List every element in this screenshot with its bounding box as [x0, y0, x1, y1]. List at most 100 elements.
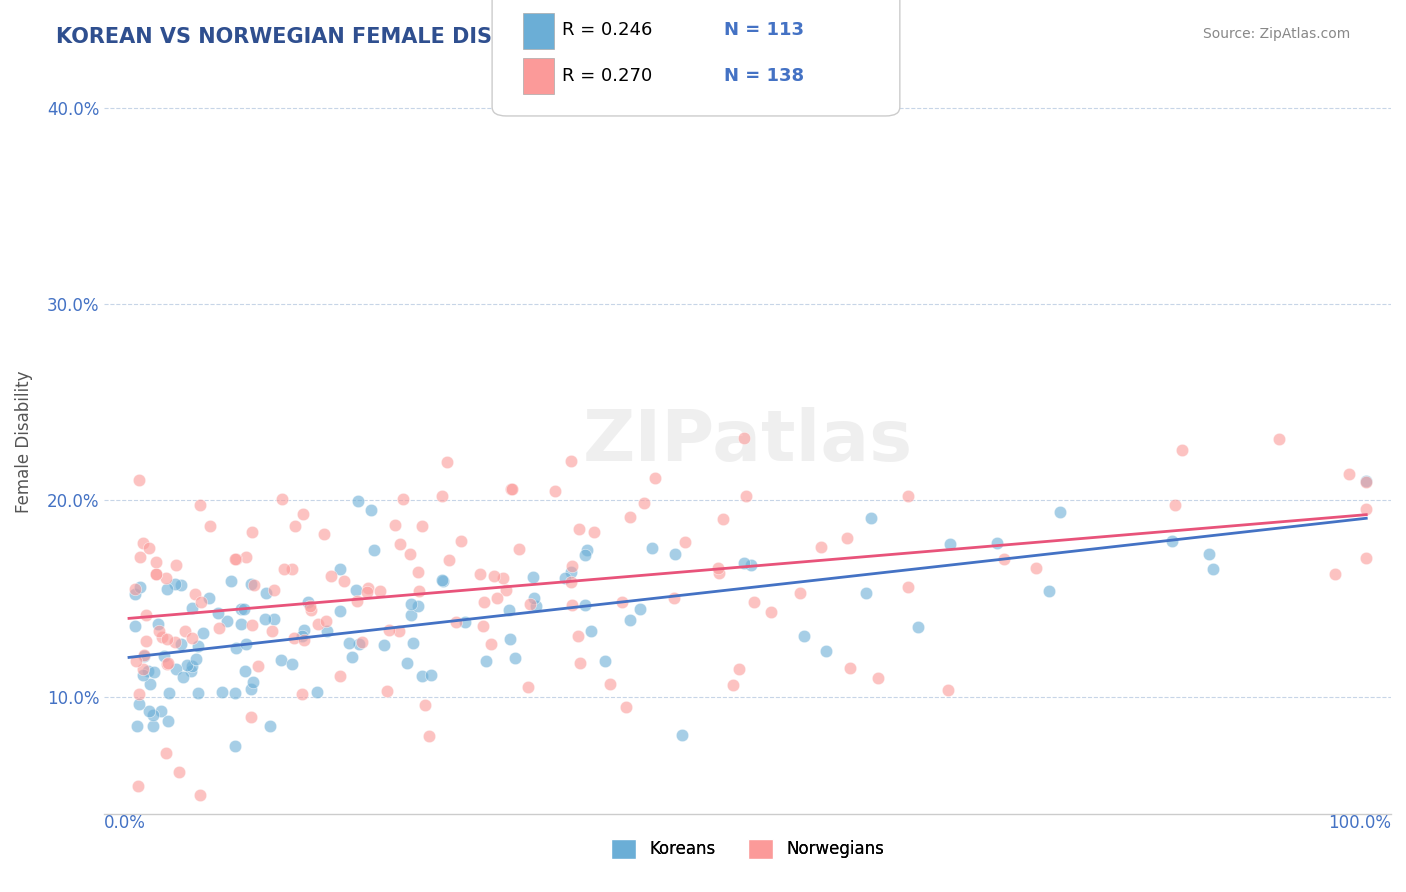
Point	[329, 669, 352, 683]
Point	[134, 648, 156, 663]
Point	[568, 522, 591, 536]
Point	[1323, 566, 1346, 581]
Point	[170, 637, 193, 651]
Point	[231, 617, 253, 632]
Point	[307, 685, 329, 699]
Point	[472, 595, 495, 609]
Point	[273, 562, 295, 576]
Point	[350, 634, 373, 648]
Point	[188, 498, 211, 512]
Point	[145, 566, 167, 581]
Point	[907, 620, 929, 634]
Point	[897, 580, 920, 594]
Text: R = 0.246: R = 0.246	[562, 21, 652, 39]
Point	[430, 573, 453, 587]
Point	[368, 583, 391, 598]
Text: N = 113: N = 113	[724, 21, 804, 39]
Point	[150, 631, 173, 645]
Point	[224, 552, 246, 566]
Text: N = 138: N = 138	[724, 67, 804, 85]
Point	[742, 595, 765, 609]
Point	[138, 704, 160, 718]
Point	[243, 578, 266, 592]
Point	[866, 671, 889, 685]
Point	[233, 601, 256, 615]
Point	[139, 676, 162, 690]
Point	[188, 788, 211, 802]
Point	[517, 681, 540, 695]
Point	[187, 639, 209, 653]
Point	[128, 474, 150, 488]
Point	[728, 662, 751, 676]
Point	[575, 543, 598, 558]
Point	[165, 662, 187, 676]
Point	[225, 641, 247, 656]
Point	[157, 714, 180, 728]
Text: Source: ZipAtlas.com: Source: ZipAtlas.com	[1202, 27, 1350, 41]
Point	[260, 624, 283, 639]
Point	[284, 519, 307, 533]
Point	[292, 623, 315, 637]
Point	[395, 657, 418, 671]
Point	[165, 577, 187, 591]
Point	[297, 595, 319, 609]
Point	[479, 637, 502, 651]
Point	[356, 585, 378, 599]
Point	[377, 624, 399, 638]
Point	[281, 657, 304, 671]
Point	[198, 591, 221, 606]
Point	[224, 739, 246, 754]
Point	[474, 655, 496, 669]
Point	[235, 550, 257, 565]
Point	[561, 598, 583, 612]
Point	[392, 492, 415, 507]
Point	[387, 624, 409, 639]
Point	[860, 511, 883, 525]
Point	[290, 629, 312, 643]
Point	[283, 631, 305, 645]
Point	[208, 621, 231, 635]
Point	[560, 454, 582, 468]
Point	[181, 601, 204, 615]
Point	[495, 582, 517, 597]
Point	[155, 571, 177, 585]
Point	[239, 682, 262, 697]
Point	[706, 560, 728, 574]
Point	[399, 597, 422, 611]
Point	[163, 634, 186, 648]
Point	[544, 484, 567, 499]
Point	[472, 619, 495, 633]
Point	[610, 595, 633, 609]
Point	[145, 567, 167, 582]
Point	[329, 604, 352, 618]
Point	[614, 699, 637, 714]
Point	[224, 686, 246, 700]
Point	[993, 552, 1015, 566]
Point	[342, 650, 364, 665]
Point	[1355, 501, 1378, 516]
Point	[519, 597, 541, 611]
Point	[1038, 583, 1060, 598]
Point	[356, 581, 378, 595]
Point	[733, 556, 755, 570]
Legend: Koreans, Norwegians: Koreans, Norwegians	[605, 832, 891, 866]
Point	[198, 519, 221, 533]
Point	[432, 489, 454, 503]
Point	[131, 536, 153, 550]
Point	[1355, 474, 1378, 488]
Point	[711, 512, 734, 526]
Point	[135, 608, 157, 623]
Point	[561, 558, 583, 573]
Point	[363, 543, 385, 558]
Point	[399, 547, 422, 561]
Point	[810, 540, 832, 554]
Text: R = 0.270: R = 0.270	[562, 67, 652, 85]
Point	[454, 615, 477, 629]
Point	[574, 548, 596, 562]
Point	[270, 653, 292, 667]
Point	[165, 558, 187, 573]
Point	[482, 568, 505, 582]
Point	[344, 583, 367, 598]
Point	[148, 624, 170, 638]
Point	[129, 550, 152, 565]
